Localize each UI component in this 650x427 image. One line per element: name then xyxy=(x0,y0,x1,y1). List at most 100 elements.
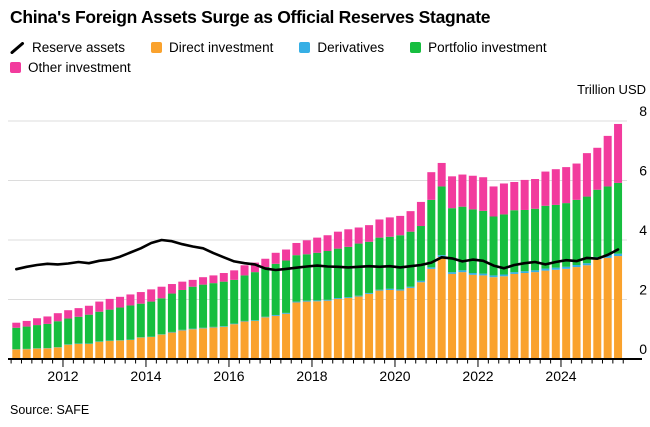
bar-segment-direct-investment xyxy=(43,348,52,359)
bar-segment-portfolio-investment xyxy=(178,289,187,330)
bar-segment-derivatives xyxy=(531,270,540,273)
bar-segment-direct-investment xyxy=(136,337,145,359)
bar-segment-direct-investment xyxy=(292,302,301,359)
bar-segment-other-investment xyxy=(541,171,550,206)
bar-segment-direct-investment xyxy=(582,265,591,359)
bar-segment-other-investment xyxy=(385,217,394,237)
bar-segment-direct-investment xyxy=(448,273,457,359)
bar-segment-portfolio-investment xyxy=(531,208,540,271)
bar-segment-portfolio-investment xyxy=(105,309,114,341)
bar-segment-direct-investment xyxy=(499,276,508,359)
bar-segment-other-investment xyxy=(416,201,425,227)
bar-segment-other-investment xyxy=(84,305,93,315)
bar-segment-derivatives xyxy=(167,331,176,333)
bar-segment-derivatives xyxy=(582,263,591,266)
x-axis-year-label: 2020 xyxy=(379,368,410,384)
bar-segment-portfolio-investment xyxy=(375,237,384,290)
bar-segment-direct-investment xyxy=(614,256,623,359)
bar-segment-direct-investment xyxy=(282,313,291,359)
legend-label: Portfolio investment xyxy=(428,40,547,55)
bar-segment-derivatives xyxy=(209,326,218,328)
bar-segment-other-investment xyxy=(209,275,218,284)
bar-segment-other-investment xyxy=(614,123,623,183)
bar-segment-portfolio-investment xyxy=(292,255,301,302)
bar-segment-other-investment xyxy=(178,281,187,290)
bar-segment-portfolio-investment xyxy=(572,199,581,265)
bar-segment-derivatives xyxy=(468,273,477,275)
bar-segment-direct-investment xyxy=(510,273,519,359)
bar-segment-other-investment xyxy=(136,292,145,304)
bar-segment-other-investment xyxy=(250,262,259,273)
bar-segment-direct-investment xyxy=(354,296,363,359)
bar-segment-portfolio-investment xyxy=(489,216,498,276)
legend-row-1: Reserve assets Direct investment Derivat… xyxy=(10,40,644,55)
bar-segment-direct-investment xyxy=(188,329,197,359)
bar-segment-direct-investment xyxy=(406,287,415,359)
bar-segment-portfolio-investment xyxy=(188,286,197,329)
bar-segment-portfolio-investment xyxy=(33,325,42,349)
bar-segment-other-investment xyxy=(167,284,176,294)
bar-segment-direct-investment xyxy=(489,277,498,359)
bar-segment-other-investment xyxy=(365,225,374,242)
bar-segment-derivatives xyxy=(292,301,301,303)
bar-segment-portfolio-investment xyxy=(520,209,529,272)
bar-segment-other-investment xyxy=(95,301,104,312)
bar-segment-portfolio-investment xyxy=(313,252,322,301)
x-axis-year-label: 2012 xyxy=(47,368,78,384)
bar-segment-other-investment xyxy=(147,289,156,302)
bar-segment-other-investment xyxy=(64,310,73,319)
bar-segment-portfolio-investment xyxy=(43,323,52,348)
bar-segment-portfolio-investment xyxy=(53,321,62,348)
bar-segment-direct-investment xyxy=(167,332,176,359)
bar-segment-portfolio-investment xyxy=(416,226,425,281)
bar-segment-derivatives xyxy=(448,272,457,274)
bar-segment-other-investment xyxy=(230,270,239,280)
bar-segment-direct-investment xyxy=(261,317,270,359)
bar-segment-portfolio-investment xyxy=(302,254,311,301)
bar-segment-portfolio-investment xyxy=(499,214,508,275)
bar-segment-direct-investment xyxy=(105,340,114,359)
bar-segment-derivatives xyxy=(499,274,508,277)
bar-segment-direct-investment xyxy=(199,328,208,359)
y-axis-tick-label: 8 xyxy=(639,103,647,119)
bar-segment-direct-investment xyxy=(365,293,374,359)
bar-segment-direct-investment xyxy=(437,256,446,359)
bar-segment-derivatives xyxy=(250,320,259,321)
bar-segment-portfolio-investment xyxy=(147,301,156,337)
x-axis-year-label: 2014 xyxy=(130,368,161,384)
bar-segment-derivatives xyxy=(240,320,249,322)
bar-segment-portfolio-investment xyxy=(344,246,353,298)
bar-segment-portfolio-investment xyxy=(282,260,291,313)
bar-segment-other-investment xyxy=(323,235,332,252)
bar-segment-other-investment xyxy=(219,273,228,282)
bar-segment-portfolio-investment xyxy=(12,327,21,350)
bar-segment-portfolio-investment xyxy=(22,326,31,349)
portfolio-investment-swatch-icon xyxy=(410,42,422,53)
y-axis-tick-label: 0 xyxy=(639,341,647,357)
bar-segment-derivatives xyxy=(365,292,374,294)
bar-segment-direct-investment xyxy=(230,324,239,359)
bar-segment-direct-investment xyxy=(33,348,42,359)
bar-segment-other-investment xyxy=(479,177,488,211)
bar-segment-direct-investment xyxy=(520,273,529,359)
bar-segment-portfolio-investment xyxy=(74,316,83,344)
bar-segment-direct-investment xyxy=(396,290,405,359)
bar-segment-direct-investment xyxy=(219,326,228,359)
bar-segment-direct-investment xyxy=(147,336,156,360)
bar-segment-direct-investment xyxy=(74,343,83,359)
bar-segment-portfolio-investment xyxy=(437,186,446,256)
direct-investment-swatch-icon xyxy=(151,42,163,53)
bar-segment-derivatives xyxy=(510,272,519,274)
bar-segment-direct-investment xyxy=(551,269,560,359)
bar-segment-derivatives xyxy=(479,273,488,276)
bar-segment-portfolio-investment xyxy=(230,279,239,324)
derivatives-swatch-icon xyxy=(299,42,311,53)
bar-segment-direct-investment xyxy=(531,272,540,359)
bar-segment-other-investment xyxy=(531,179,540,209)
bar-segment-direct-investment xyxy=(22,349,31,359)
bar-segment-portfolio-investment xyxy=(199,284,208,328)
bar-segment-derivatives xyxy=(333,298,342,299)
legend-item-reserve-assets: Reserve assets xyxy=(10,40,125,55)
bar-segment-direct-investment xyxy=(209,327,218,359)
bar-segment-portfolio-investment xyxy=(250,272,259,321)
